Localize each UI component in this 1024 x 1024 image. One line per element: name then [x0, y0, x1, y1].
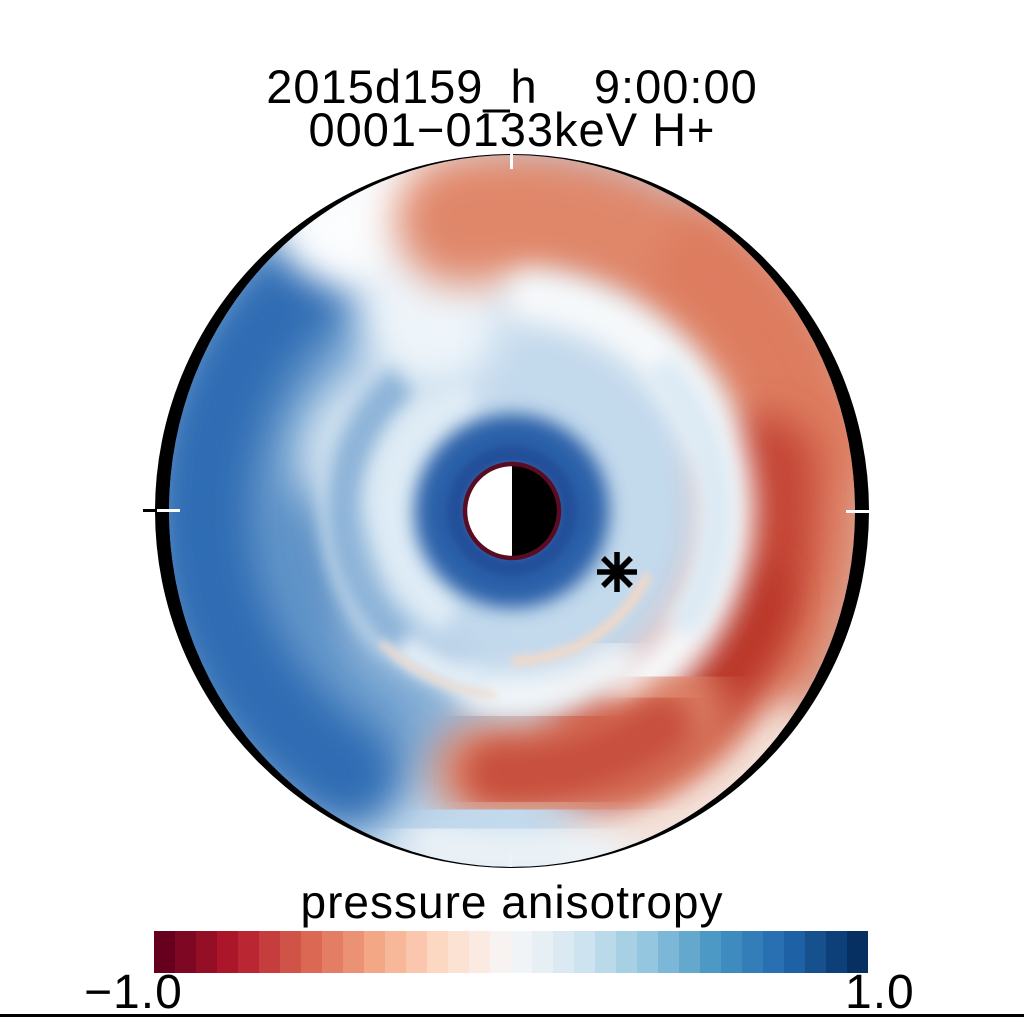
- colorbar-max-label: 1.0: [845, 966, 915, 1019]
- colorbar-cell: [217, 931, 238, 973]
- tick-dusk: [157, 509, 180, 512]
- colorbar-min-label: −1.0: [84, 966, 183, 1019]
- earth-dayside: [465, 464, 512, 558]
- colorbar-cell: [343, 931, 364, 973]
- white-inner-bottom-arc: [460, 643, 638, 716]
- colorbar-cell: [763, 931, 784, 973]
- swirl-peach-arc: [511, 572, 653, 666]
- colorbar-cell: [742, 931, 763, 973]
- colorbar-cell: [259, 931, 280, 973]
- colorbar-cell: [637, 931, 658, 973]
- colorbar-cell: [301, 931, 322, 973]
- colorbar-cell: [616, 931, 637, 973]
- colorbar-cell: [427, 931, 448, 973]
- colorbar-label: pressure anisotropy: [300, 876, 724, 928]
- colorbar-cell: [700, 931, 721, 973]
- axis-ticks: [143, 152, 870, 867]
- spiral-arm-core: [465, 693, 695, 807]
- colorbar-cell: [805, 931, 826, 973]
- swirl-peach-arc-2: [378, 639, 497, 699]
- frame-bottom-line: [0, 1014, 1024, 1017]
- colorbar-cell: [595, 931, 616, 973]
- colorbar-cell: [469, 931, 490, 973]
- colorbar-cell: [721, 931, 742, 973]
- colorbar: [154, 931, 868, 973]
- colorbar-cell: [553, 931, 574, 973]
- tick-midnight: [509, 851, 512, 867]
- colorbar-cell: [658, 931, 679, 973]
- colorbar-cell: [532, 931, 553, 973]
- swirl-blue-left: [325, 367, 415, 655]
- earth-nightside: [512, 464, 559, 558]
- colorbar-cell: [196, 931, 217, 973]
- plot-subtitle: 0001−0133keV H+: [308, 103, 716, 156]
- red-upperright-deepen: [643, 204, 855, 489]
- earth-outline: [462, 461, 562, 561]
- colorbar-cell: [847, 931, 868, 973]
- colorbar-cell: [679, 931, 700, 973]
- tick-noon: [510, 152, 513, 169]
- colorbar-cell: [511, 931, 532, 973]
- colorbar-cell: [448, 931, 469, 973]
- colorbar-cell: [826, 931, 847, 973]
- inner-darkest-ring: [446, 445, 578, 577]
- colorbar-cell: [406, 931, 427, 973]
- tick-dawn: [846, 510, 870, 513]
- colorbar-cell: [364, 931, 385, 973]
- swirl-pale-right: [644, 353, 735, 639]
- satellite-asterisk-marker: [597, 552, 637, 592]
- colorbar-cell: [490, 931, 511, 973]
- swirl-pale-ring: [372, 380, 478, 632]
- colorbar-cell: [322, 931, 343, 973]
- tick-dusk-outer: [143, 509, 157, 512]
- colorbar-cell: [175, 931, 196, 973]
- colorbar-cell: [280, 931, 301, 973]
- dusk-dark-blue-band: [169, 200, 396, 822]
- earth-glyph: [462, 461, 562, 561]
- colorbar-cell: [154, 931, 175, 973]
- plot-title: 2015d159_h 9:00:00: [266, 60, 758, 113]
- colorbar-cell: [385, 931, 406, 973]
- colorbar-cell: [784, 931, 805, 973]
- colorbar-cell: [574, 931, 595, 973]
- colorbar-cell: [238, 931, 259, 973]
- inner-dark-ring: [415, 414, 609, 608]
